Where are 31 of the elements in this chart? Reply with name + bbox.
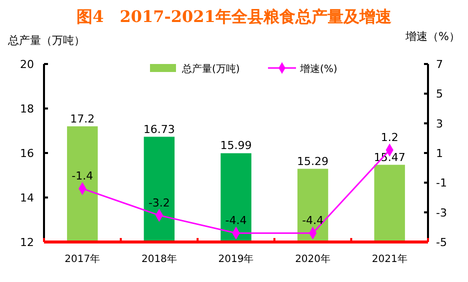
x-tick-label: 2017年: [64, 253, 100, 265]
y2-tick-label: 1: [436, 147, 443, 160]
data-label: 16.73: [143, 122, 175, 136]
data-label: -3.2: [148, 196, 170, 210]
data-label: 17.2: [70, 112, 95, 126]
y2-tick-label: -1: [436, 176, 447, 190]
y-tick-label: 20: [20, 58, 34, 71]
y2-tick-label: 5: [436, 88, 443, 101]
x-tick-label: 2019年: [218, 253, 254, 265]
data-label: -4.4: [302, 214, 324, 228]
data-label: -1.4: [72, 170, 94, 183]
x-tick-label: 2021年: [372, 253, 408, 265]
x-tick-label: 2020年: [295, 253, 331, 265]
data-label: 15.99: [220, 139, 252, 152]
y2-tick-label: -5: [436, 236, 447, 249]
chart-title: 图4 2017-2021年全县粮食总产量及增速: [76, 7, 392, 26]
y-tick-label: 16: [20, 147, 34, 160]
x-tick-label: 2018年: [141, 253, 177, 265]
y-tick-label: 14: [20, 192, 34, 204]
y2-tick-label: 7: [436, 58, 443, 71]
y-tick-label: 12: [20, 236, 34, 249]
data-label: 15.29: [297, 154, 329, 168]
y2-axis-title: 增速（%）: [404, 30, 460, 43]
y2-tick-label: 3: [436, 117, 443, 130]
y-axis-title: 总产量（万吨）: [7, 34, 85, 47]
data-label: -4.4: [225, 214, 247, 228]
y-tick-label: 18: [20, 102, 34, 116]
legend-label: 总产量(万吨): [181, 63, 240, 75]
data-label: 1.2: [380, 131, 398, 144]
y2-tick-label: -3: [436, 206, 447, 220]
legend-label: 增速(%): [299, 63, 338, 75]
